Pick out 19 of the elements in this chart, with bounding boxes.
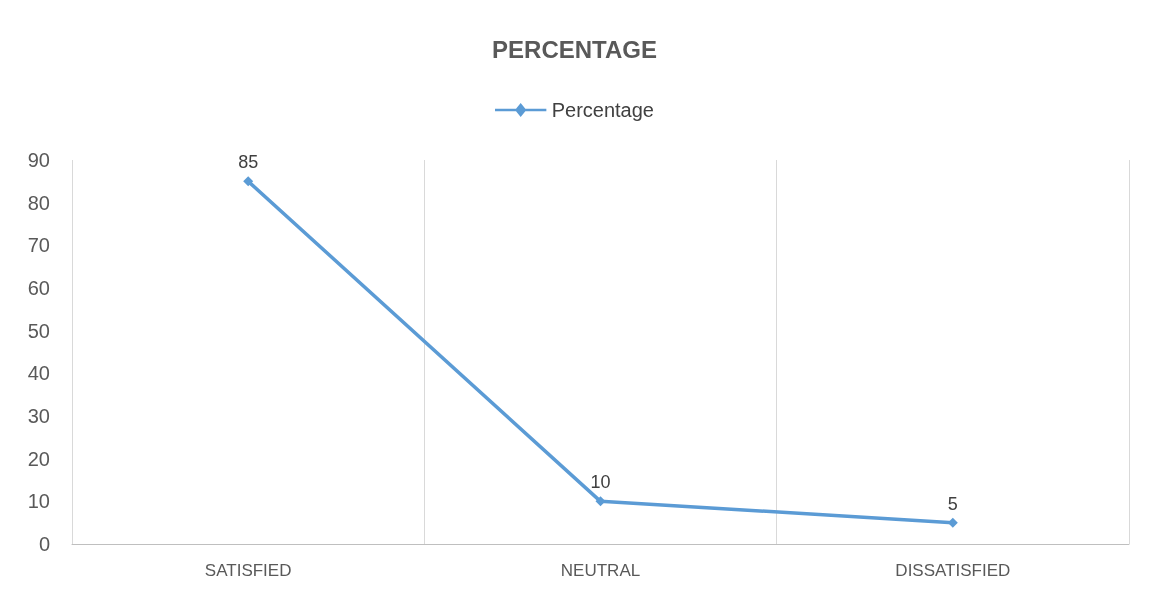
y-tick-label: 90	[27, 149, 50, 171]
y-tick-label: 0	[38, 533, 50, 555]
x-tick-label: NEUTRAL	[560, 561, 641, 580]
y-tick-label: 20	[27, 447, 50, 470]
y-tick-label: 80	[27, 191, 50, 214]
x-tick-label: SATISFIED	[204, 561, 292, 580]
data-label: 10	[590, 472, 611, 493]
y-tick-label: 60	[27, 277, 50, 299]
chart-title: PERCENTAGE	[492, 35, 657, 63]
y-tick-label: 10	[27, 490, 50, 513]
y-tick-label: 40	[27, 362, 50, 385]
y-tick-label: 70	[27, 234, 50, 257]
y-tick-label: 30	[27, 405, 50, 427]
legend-label: Percentage	[551, 99, 654, 121]
data-label: 85	[238, 152, 259, 173]
data-label: 5	[947, 493, 958, 514]
y-tick-label: 50	[27, 319, 50, 342]
x-tick-label: DISSATISFIED	[895, 561, 1011, 580]
point	[243, 176, 254, 187]
